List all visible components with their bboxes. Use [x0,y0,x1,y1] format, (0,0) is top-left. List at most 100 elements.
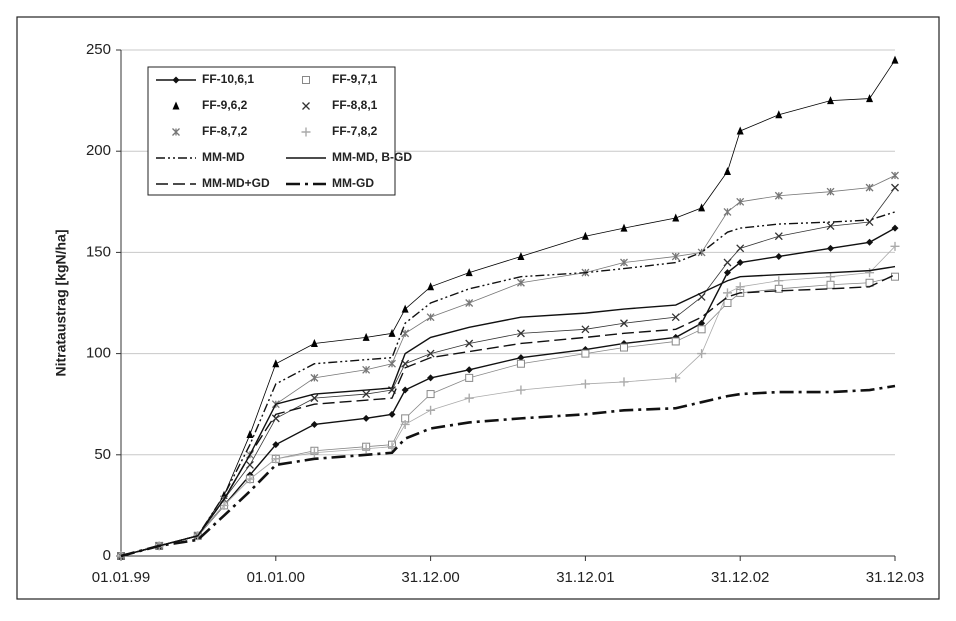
marker [388,410,396,418]
marker [310,420,318,428]
marker [671,373,681,383]
series-line [120,265,896,557]
marker [517,251,525,260]
marker [302,76,310,84]
marker [774,284,783,293]
marker [723,207,732,216]
marker [723,299,732,307]
y-tick-label: 200 [86,142,111,159]
marker [172,101,180,110]
marker [172,128,180,136]
legend-label: FF-9,7,1 [332,72,378,86]
marker [581,349,590,358]
marker [774,232,783,241]
marker [775,110,783,119]
marker [697,349,707,359]
marker [362,390,371,399]
marker [426,390,435,399]
marker [736,244,745,253]
marker [301,127,311,137]
legend-label: MM-MD, B-GD [332,150,412,164]
x-tick-label: 01.01.00 [247,569,305,586]
marker [581,231,589,240]
legend-label: MM-GD [332,176,374,190]
y-tick-label: 0 [103,547,111,564]
marker [620,319,628,328]
marker [827,244,835,252]
marker [891,55,899,64]
marker [271,454,281,464]
marker [891,171,899,180]
marker [736,259,744,267]
marker [891,183,899,192]
marker [401,304,409,313]
marker [272,359,280,368]
marker [827,96,835,105]
marker [891,224,899,232]
marker [465,268,473,277]
series-line [120,175,896,557]
marker [388,359,396,368]
marker [826,280,835,289]
marker [309,448,319,458]
marker [387,442,397,452]
legend-label: MM-MD+GD [202,176,270,190]
marker [671,252,680,261]
frame [16,16,940,600]
marker [361,444,371,454]
legend-label: MM-MD [202,150,245,164]
marker [362,365,371,374]
marker [426,405,436,415]
marker [362,332,370,341]
marker [310,373,319,382]
y-tick-label: 50 [94,446,111,463]
legend-label: FF-8,8,1 [332,98,378,112]
marker [671,337,680,346]
x-tick-label: 31.12.01 [556,569,614,586]
marker [310,394,319,403]
marker [865,183,874,192]
marker [246,430,254,439]
series-line [120,384,896,558]
marker [722,288,732,298]
series-line [120,187,896,557]
marker [172,76,180,84]
marker [866,94,874,103]
marker [723,258,732,267]
series-line [120,276,896,557]
marker [891,272,899,281]
marker [388,328,396,337]
x-tick-label: 01.01.99 [92,569,150,586]
marker [826,272,836,282]
marker [775,252,783,260]
marker [581,325,590,334]
marker [465,366,473,374]
y-axis-label: Nitrataustrag [kgN/ha] [53,229,69,376]
marker [672,213,680,222]
marker [516,278,525,287]
marker [401,386,409,394]
marker [427,374,435,382]
marker [302,102,310,110]
marker [272,441,280,449]
marker [723,269,731,277]
marker [245,460,254,469]
marker [580,379,590,389]
marker [245,474,255,484]
y-tick-label: 250 [86,41,111,58]
marker [400,419,410,429]
x-tick-label: 31.12.03 [866,569,924,586]
marker [426,313,435,322]
marker [735,282,745,292]
marker [826,187,835,196]
legend-label: FF-7,8,2 [332,124,378,138]
marker [671,313,680,322]
marker [516,385,526,395]
marker [736,126,744,135]
marker [697,325,706,334]
y-tick-label: 100 [86,345,111,362]
marker [826,222,835,231]
x-tick-label: 31.12.00 [401,569,459,586]
